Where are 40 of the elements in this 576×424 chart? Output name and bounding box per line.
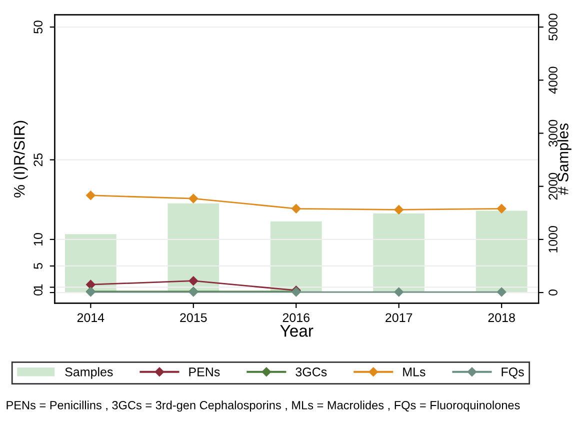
y2-tick-label: 2000 bbox=[548, 172, 558, 200]
y-tick-label: 1 bbox=[34, 284, 42, 290]
legend-label: 3GCs bbox=[296, 368, 327, 376]
point bbox=[188, 194, 198, 204]
point bbox=[86, 280, 96, 290]
point bbox=[394, 287, 404, 297]
y2-tick-label: 4000 bbox=[548, 66, 558, 94]
x-tick-label: 2014 bbox=[77, 313, 104, 322]
x-tick-label: 2016 bbox=[282, 313, 310, 322]
legend-label: Samples bbox=[65, 367, 113, 379]
legend-label: PENs bbox=[189, 368, 220, 376]
bar bbox=[64, 234, 116, 293]
bar bbox=[476, 210, 528, 293]
y2-tick-label: 5000 bbox=[548, 14, 558, 40]
bar bbox=[373, 213, 425, 293]
y-tick-label: 0 bbox=[34, 290, 43, 296]
y2-axis-title: # Samples bbox=[557, 123, 572, 196]
point bbox=[394, 205, 404, 214]
point bbox=[188, 276, 198, 286]
legend-label: MLs bbox=[403, 368, 426, 376]
x-axis-title: Year bbox=[280, 325, 314, 337]
text: PENs = Penicillins , 3GCs = 3rd-gen Cephalosporins , MLs = Macrolides , FQs = Fluoroquinolones bbox=[6, 400, 520, 412]
bar bbox=[270, 221, 322, 293]
point bbox=[86, 190, 96, 200]
y2-tick-label: 0 bbox=[548, 290, 558, 296]
point bbox=[496, 287, 506, 297]
x-tick-label: 2018 bbox=[488, 313, 515, 322]
point bbox=[496, 204, 506, 214]
y-tick-label: 10 bbox=[34, 232, 43, 246]
y-tick-label: 25 bbox=[34, 153, 43, 166]
x-tick-label: 2017 bbox=[386, 313, 412, 322]
point bbox=[292, 204, 301, 214]
legend-label: FQs bbox=[502, 368, 524, 379]
y-axis-title: % (I)R/SIR) bbox=[14, 120, 28, 198]
y2-tick-label: 3000 bbox=[548, 120, 558, 147]
x-tick-label: 2015 bbox=[180, 313, 207, 322]
y2-tick-label: 1000 bbox=[548, 226, 558, 252]
y-tick-label: 50 bbox=[34, 20, 43, 34]
bar bbox=[168, 203, 220, 293]
y-tick-label: 5 bbox=[34, 263, 43, 269]
